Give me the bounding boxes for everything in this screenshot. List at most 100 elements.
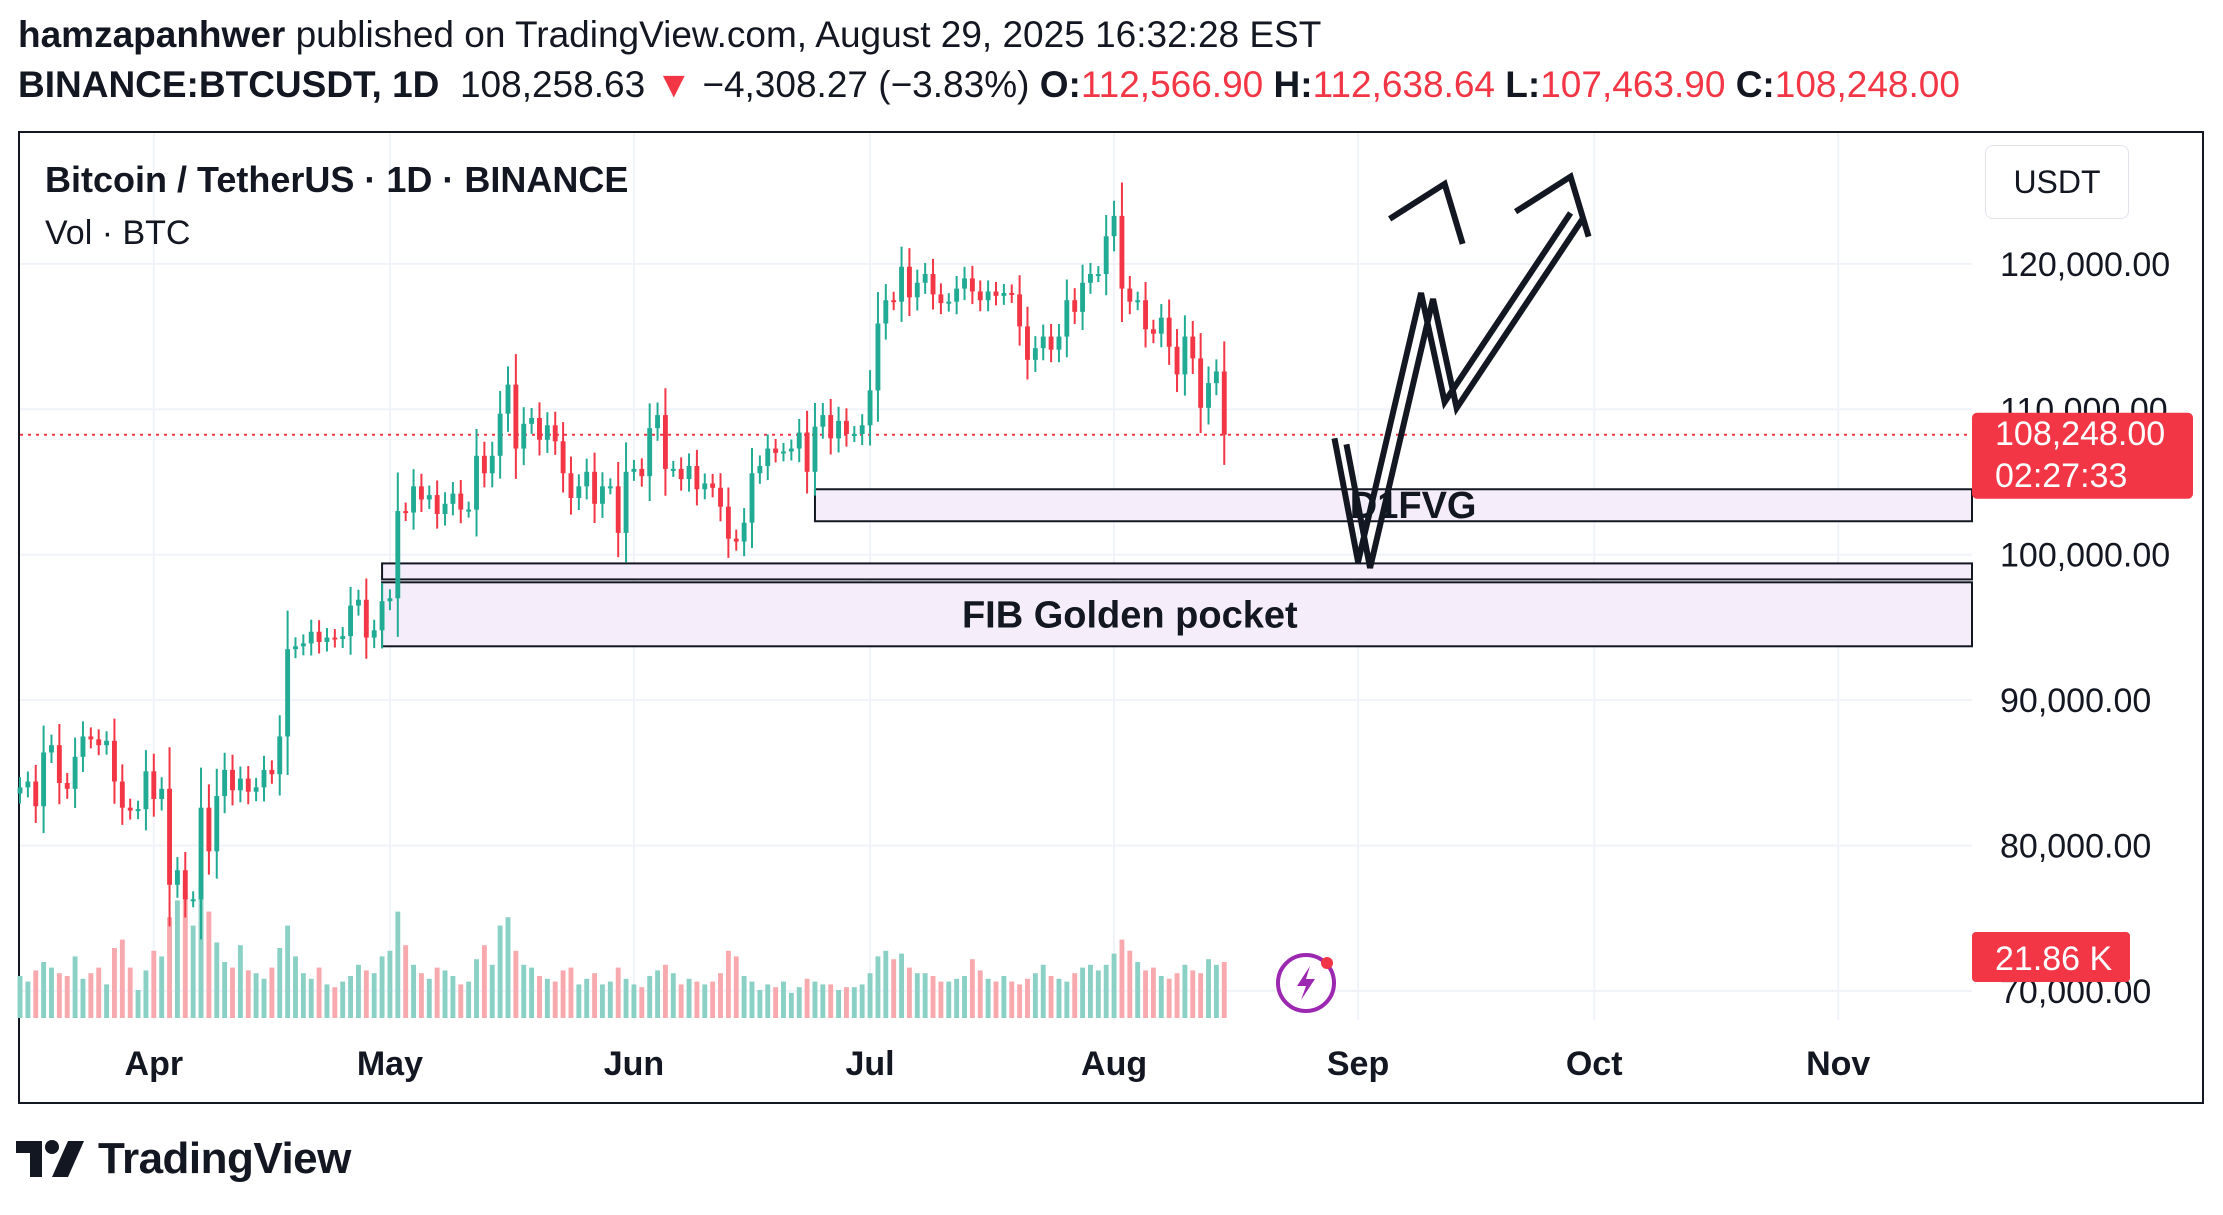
candle-body [1182,336,1188,375]
publish-line: hamzapanhwer published on TradingView.co… [18,14,1321,56]
volume-bar [749,981,755,1018]
currency-unit-button[interactable]: USDT [1985,145,2129,219]
y-tick-label: 120,000.00 [2000,246,2170,284]
symbol-line: BINANCE:BTCUSDT, 1D 108,258.63 ▼ −4,308.… [18,64,1960,106]
x-tick-label: Oct [1566,1045,1623,1083]
volume-bar [702,984,708,1018]
candle-body [25,781,31,788]
candle-body [954,288,960,302]
volume-bar [167,917,172,1018]
volume-bar [600,984,605,1018]
chart-frame[interactable] [18,131,2204,1104]
volume-bar [316,967,322,1018]
volume-bar [363,970,369,1018]
volume-bar [418,973,424,1018]
candle-body [1080,282,1086,312]
volume-bar [474,959,479,1018]
candle-body [245,778,251,792]
volume-tag-label: 21.86 K [1995,940,2113,978]
candle-body [371,630,377,638]
candle-body [906,266,912,298]
volume-bar [96,967,102,1018]
candle-body [828,415,834,439]
author-name[interactable]: hamzapanhwer [18,14,286,55]
candle-body [922,274,928,283]
candle-body [560,441,566,474]
volume-bar [88,973,94,1018]
x-tick-label: Aug [1081,1045,1147,1083]
volume-bar [883,950,889,1018]
candle-body [844,420,849,434]
candle-body [1213,371,1219,384]
volume-bar [1135,962,1141,1018]
volume-bar [1048,976,1054,1018]
volume-bar [371,973,377,1018]
candle-body [182,870,188,900]
candle-body [33,781,39,807]
candle-body [167,788,172,885]
volume-bar [151,950,157,1018]
candle-body [702,483,708,490]
volume-bar [198,883,204,1018]
candle-body [151,771,157,799]
low-value: 107,463.90 [1540,64,1726,105]
tradingview-logo[interactable]: TradingView [16,1134,351,1184]
candle-body [112,740,117,782]
volume-bar [466,981,472,1018]
volume-bar [922,973,928,1018]
volume-bar [993,981,999,1018]
volume-bar [788,992,794,1018]
symbol-name: BINANCE:BTCUSDT, 1D [18,64,440,105]
candle-body [670,468,676,471]
candle-body [403,511,409,514]
volume-bar [521,964,527,1018]
volume-legend: Vol · BTC [45,214,190,252]
projection-drawing [1331,171,1592,569]
volume-bar [1040,964,1046,1018]
volume-tag [1972,932,2130,982]
axes: 70,000.0080,000.0090,000.00100,000.00110… [125,246,2193,1083]
candle-body [607,486,613,489]
price-change: −4,308.27 (−3.83%) [702,64,1030,105]
candle-body [474,455,479,510]
candle-body [749,473,755,523]
x-tick-label: Apr [125,1045,184,1083]
volume-bar [615,967,621,1018]
lightning-icon[interactable] [1276,953,1336,1013]
volume-bar [481,945,487,1018]
publish-text: published on TradingView.com, August 29,… [295,14,1322,55]
candle-body [938,294,944,304]
x-tick-label: Sep [1327,1045,1389,1083]
x-tick-label: Nov [1806,1045,1870,1083]
candle-body [993,291,999,296]
candle-body [80,736,86,757]
volume-bar [1080,967,1086,1018]
volume-bar [537,976,542,1018]
volume-bar [694,981,700,1018]
candle-body [1032,348,1038,360]
close-label: C: [1735,64,1775,105]
candle-body [190,899,196,902]
volume-bar [560,970,566,1018]
candle-body [466,509,472,512]
candle-body [1025,326,1030,360]
candle-body [1103,236,1109,275]
candle-body [694,465,700,490]
candle-body [1072,300,1078,312]
volume-bar [568,967,574,1018]
candle-body [859,425,865,434]
last-price-label: 108,248.00 [1995,415,2165,453]
candle-body [529,418,535,424]
volume-bar [356,964,361,1018]
volume-bar [686,978,692,1018]
volume-bar [1095,970,1101,1018]
candle-body [1190,336,1196,359]
candle-body [725,506,731,539]
candle-body [198,807,204,900]
candle-body [820,415,826,427]
volume-bar [576,984,582,1018]
volume-bar [1158,976,1164,1018]
candle-body [308,631,314,644]
